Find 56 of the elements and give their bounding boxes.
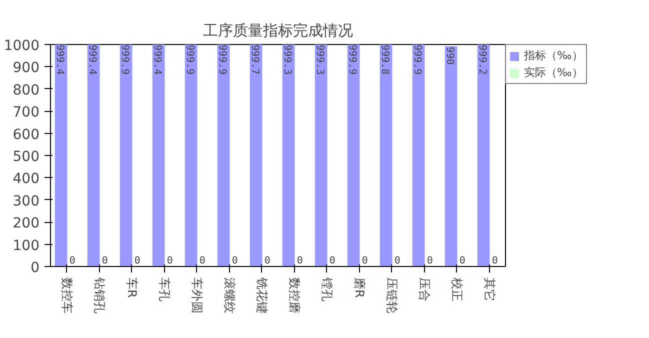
x-tick-label: 车R [124,278,139,298]
data-label: 999.7 [249,44,260,75]
y-tick-label: 800 [12,82,40,98]
x-tick-label: 磨R [352,278,366,298]
x-tick-label: 数控车 [60,278,74,314]
data-label: 990 [444,46,456,65]
data-label: 0 [459,256,466,266]
data-label: 0 [329,256,336,266]
data-label: 999.4 [86,44,98,75]
data-label: 0 [492,256,498,266]
data-label: 999.9 [184,44,196,75]
y-tick-label: 300 [12,193,40,210]
data-label: 999.9 [346,44,358,75]
data-label: 999.3 [282,44,293,75]
legend-label: 实际（‰） [524,65,583,80]
data-label: 999.9 [119,44,130,75]
chart-title: 工序质量指标完成情况 [203,22,353,40]
data-label: 999.8 [379,44,390,75]
data-label: 0 [102,256,108,266]
x-tick-label: 压链轮 [384,278,399,314]
y-tick-label: 600 [12,126,40,143]
y-tick-label: 400 [12,171,40,188]
data-label: 999.2 [476,44,488,75]
y-tick-label: 900 [12,60,40,76]
data-label: 999.4 [54,44,66,75]
x-tick-label: 镗孔 [320,276,334,302]
y-tick-label: 500 [12,149,40,165]
data-label: 999.9 [216,44,228,75]
y-tick-label: 0 [30,260,40,276]
data-label: 0 [426,256,433,266]
y-tick-label: 1000 [4,38,40,54]
data-label: 999.4 [152,44,163,75]
data-label: 0 [296,256,303,266]
y-tick-label: 100 [12,238,40,254]
y-tick-label: 700 [12,104,40,121]
data-label: 0 [199,256,206,266]
data-label: 0 [166,256,173,266]
data-label: 0 [362,256,368,266]
data-label: 0 [232,256,238,266]
x-tick-label: 校正 [450,276,464,302]
data-label: 999.3 [314,44,326,75]
x-tick-label: 车外圆 [190,278,204,314]
data-label: 0 [264,256,270,266]
x-tick-label: 数控磨 [287,278,302,314]
x-tick-label: 压合 [417,278,432,302]
y-tick-label: 200 [12,216,40,232]
x-tick-label: 钻销孔 [92,276,106,314]
data-label: 0 [394,256,400,266]
x-tick-label: 其它 [482,278,496,302]
legend-label: 指标（‰） [524,48,583,63]
x-tick-label: 车孔 [157,278,172,302]
data-label: 999.9 [412,44,423,75]
x-tick-label: 铣花键 [254,276,269,314]
data-label: 0 [134,256,140,266]
x-tick-label: 滚螺纹 [222,278,236,314]
data-label: 0 [69,256,76,266]
